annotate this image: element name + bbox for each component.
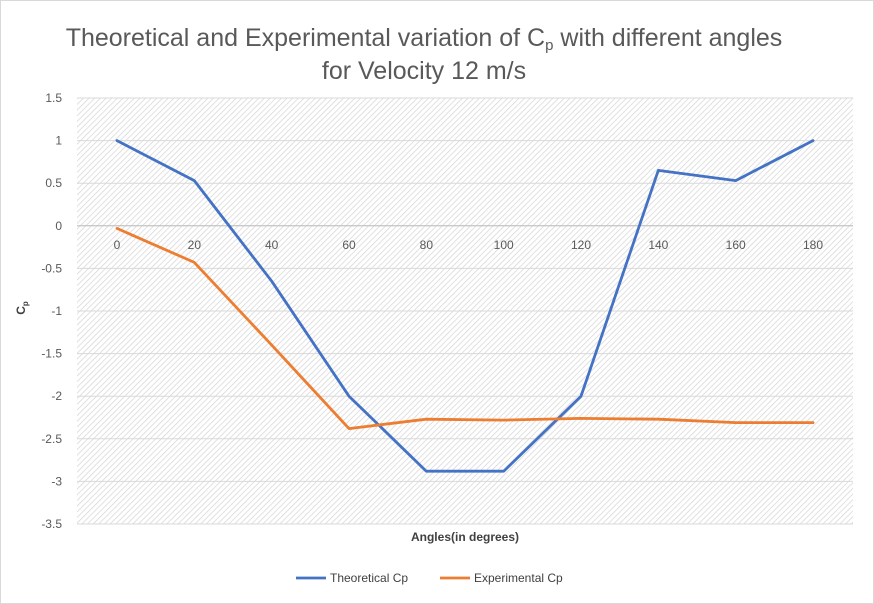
y-tick-label: 0 bbox=[55, 219, 62, 233]
legend: Theoretical Cp Experimental Cp bbox=[296, 571, 563, 585]
y-tick-label: -3 bbox=[51, 474, 62, 488]
chart-title: Theoretical and Experimental variation o… bbox=[0, 22, 848, 88]
y-tick-label: 0.5 bbox=[45, 176, 62, 190]
x-tick-label: 20 bbox=[188, 238, 202, 252]
x-tick-label: 140 bbox=[648, 238, 668, 252]
x-tick-label: 100 bbox=[494, 238, 514, 252]
x-tick-label: 40 bbox=[265, 238, 279, 252]
y-tick-label: -0.5 bbox=[41, 261, 62, 275]
y-tick-label: -2.5 bbox=[41, 432, 62, 446]
x-tick-label: 60 bbox=[342, 238, 356, 252]
y-tick-label: -3.5 bbox=[41, 517, 62, 531]
y-tick-label: 1 bbox=[55, 134, 62, 148]
x-tick-label: 80 bbox=[420, 238, 434, 252]
x-tick-label: 180 bbox=[803, 238, 823, 252]
y-axis-title: Cp bbox=[14, 301, 30, 315]
title-line-1: Theoretical and Experimental variation o… bbox=[65, 24, 783, 54]
gridlines bbox=[77, 97, 853, 525]
legend-label: Theoretical Cp bbox=[330, 571, 408, 585]
x-tick-label: 120 bbox=[571, 238, 591, 252]
series-line-experimental bbox=[115, 226, 815, 431]
x-axis-title: Angles(in degrees) bbox=[411, 530, 519, 544]
y-tick-label: -1 bbox=[51, 304, 62, 318]
title-line-2: for Velocity 12 m/s bbox=[321, 57, 527, 85]
y-tick-label: -2 bbox=[51, 389, 62, 403]
x-axis-tick-labels: 0 20 40 60 80 100 120 140 160 180 bbox=[114, 238, 824, 252]
series-line-theoretical bbox=[115, 139, 815, 473]
legend-label: Experimental Cp bbox=[474, 571, 563, 585]
y-tick-label: 1.5 bbox=[45, 91, 62, 105]
x-tick-label: 0 bbox=[114, 238, 121, 252]
y-axis-tick-labels: 1.5 1 0.5 0 -0.5 -1 -1.5 -2 -2.5 -3 -3.5 bbox=[41, 91, 62, 531]
x-tick-label: 160 bbox=[726, 238, 746, 252]
series-lines bbox=[115, 139, 815, 473]
y-tick-label: -1.5 bbox=[41, 347, 62, 361]
